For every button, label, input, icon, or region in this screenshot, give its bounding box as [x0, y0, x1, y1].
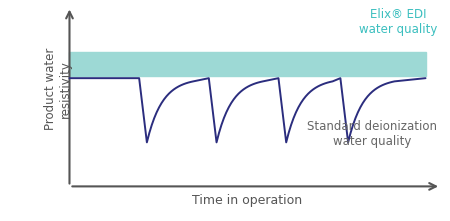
Text: Standard deionization
water quality: Standard deionization water quality — [307, 120, 437, 148]
Text: Product water
resistivity: Product water resistivity — [44, 48, 72, 130]
Text: Elix® EDI
water quality: Elix® EDI water quality — [359, 8, 437, 36]
Bar — [69, 52, 426, 76]
Text: Time in operation: Time in operation — [193, 194, 302, 207]
